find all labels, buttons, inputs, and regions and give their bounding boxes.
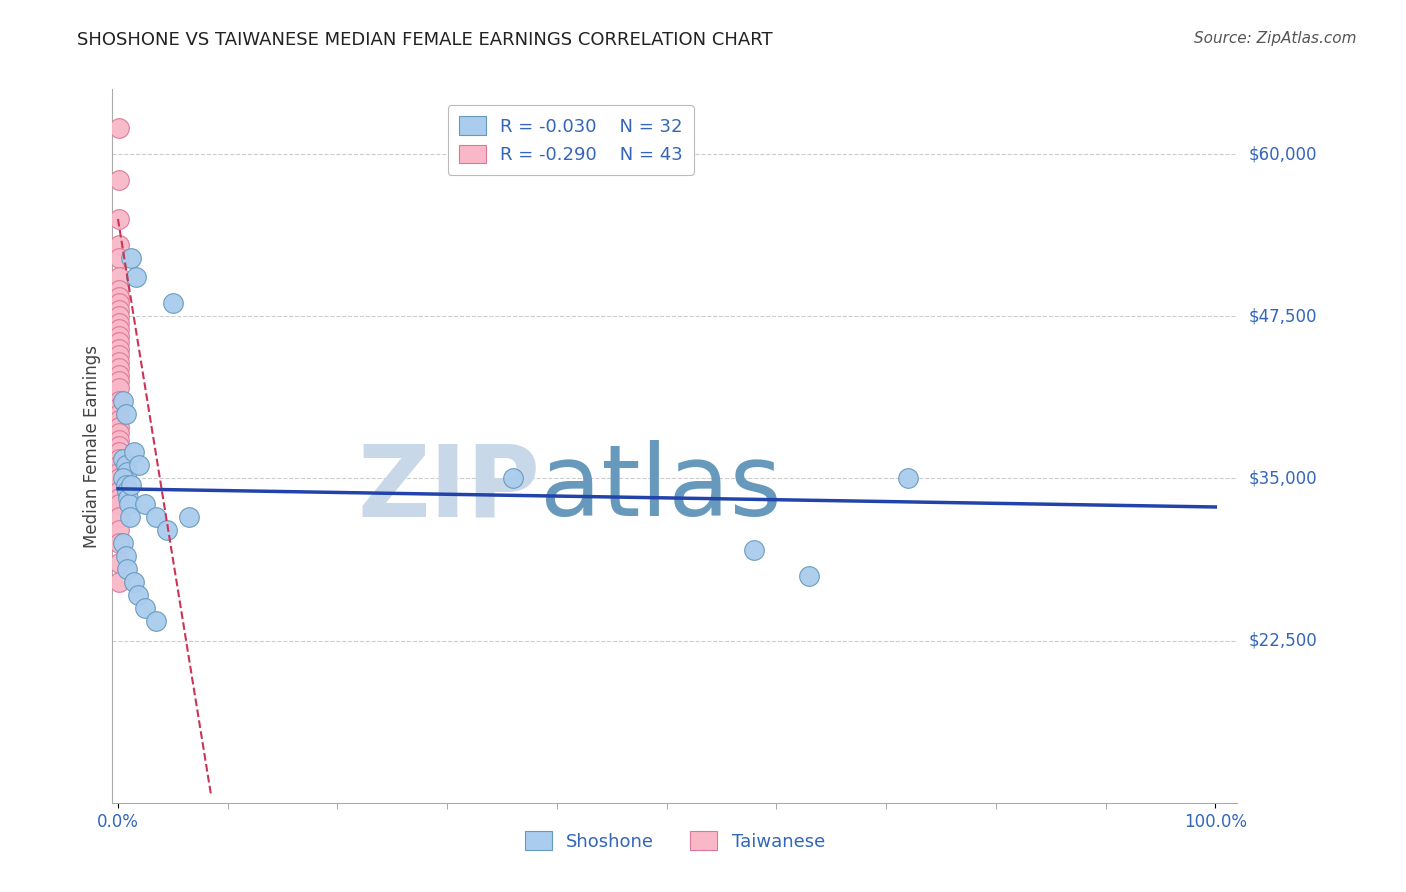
Point — [108, 556, 131, 570]
Point — [108, 393, 131, 408]
Point — [108, 348, 131, 362]
Point — [179, 510, 201, 524]
Point — [115, 562, 138, 576]
Point — [108, 328, 131, 343]
Point — [128, 458, 150, 473]
Point — [108, 270, 131, 285]
Point — [108, 310, 131, 324]
Point — [108, 296, 131, 310]
Point — [156, 524, 179, 538]
Point — [108, 575, 131, 590]
Y-axis label: Median Female Earnings: Median Female Earnings — [83, 344, 101, 548]
Point — [120, 478, 142, 492]
Point — [108, 121, 131, 136]
Point — [124, 575, 146, 590]
Text: SHOSHONE VS TAIWANESE MEDIAN FEMALE EARNINGS CORRELATION CHART: SHOSHONE VS TAIWANESE MEDIAN FEMALE EARN… — [77, 31, 773, 49]
Point — [145, 510, 167, 524]
Point — [120, 251, 142, 265]
Point — [897, 471, 920, 485]
Point — [108, 211, 131, 226]
Point — [114, 478, 136, 492]
Point — [108, 316, 131, 330]
Point — [162, 296, 184, 310]
Point — [114, 407, 136, 421]
Text: Source: ZipAtlas.com: Source: ZipAtlas.com — [1194, 31, 1357, 46]
Point — [108, 361, 131, 376]
Point — [118, 497, 141, 511]
Point — [108, 510, 131, 524]
Point — [108, 251, 131, 265]
Point — [108, 419, 131, 434]
Point — [108, 354, 131, 368]
Point — [115, 484, 138, 499]
Point — [108, 322, 131, 336]
Point — [112, 393, 135, 408]
Point — [799, 568, 821, 582]
Point — [108, 458, 131, 473]
Point — [117, 491, 139, 505]
Point — [115, 465, 138, 479]
Legend: Shoshone, Taiwanese: Shoshone, Taiwanese — [517, 824, 832, 858]
Point — [134, 497, 156, 511]
Point — [114, 458, 136, 473]
Point — [108, 290, 131, 304]
Point — [108, 173, 131, 187]
Point — [124, 445, 146, 459]
Point — [108, 407, 131, 421]
Point — [108, 400, 131, 414]
Point — [108, 335, 131, 350]
Text: $60,000: $60,000 — [1249, 145, 1317, 163]
Point — [108, 491, 131, 505]
Point — [108, 413, 131, 427]
Point — [108, 439, 131, 453]
Point — [145, 614, 167, 628]
Point — [108, 342, 131, 356]
Point — [108, 368, 131, 382]
Point — [502, 471, 524, 485]
Text: $47,500: $47,500 — [1249, 307, 1317, 326]
Point — [108, 302, 131, 317]
Point — [118, 510, 141, 524]
Point — [108, 425, 131, 440]
Point — [744, 542, 766, 557]
Point — [112, 536, 135, 550]
Point — [108, 433, 131, 447]
Point — [134, 601, 156, 615]
Point — [108, 445, 131, 459]
Text: $22,500: $22,500 — [1249, 632, 1317, 649]
Point — [108, 381, 131, 395]
Text: atlas: atlas — [540, 441, 782, 537]
Point — [108, 497, 131, 511]
Point — [114, 549, 136, 564]
Point — [108, 536, 131, 550]
Point — [108, 524, 131, 538]
Point — [112, 452, 135, 467]
Point — [124, 270, 146, 285]
Point — [108, 283, 131, 297]
Point — [112, 471, 135, 485]
Text: ZIP: ZIP — [357, 441, 540, 537]
Point — [108, 238, 131, 252]
Text: $35,000: $35,000 — [1249, 469, 1317, 487]
Point — [108, 465, 131, 479]
Point — [108, 471, 131, 485]
Point — [108, 484, 131, 499]
Point — [108, 452, 131, 467]
Point — [108, 374, 131, 388]
Point — [127, 588, 149, 602]
